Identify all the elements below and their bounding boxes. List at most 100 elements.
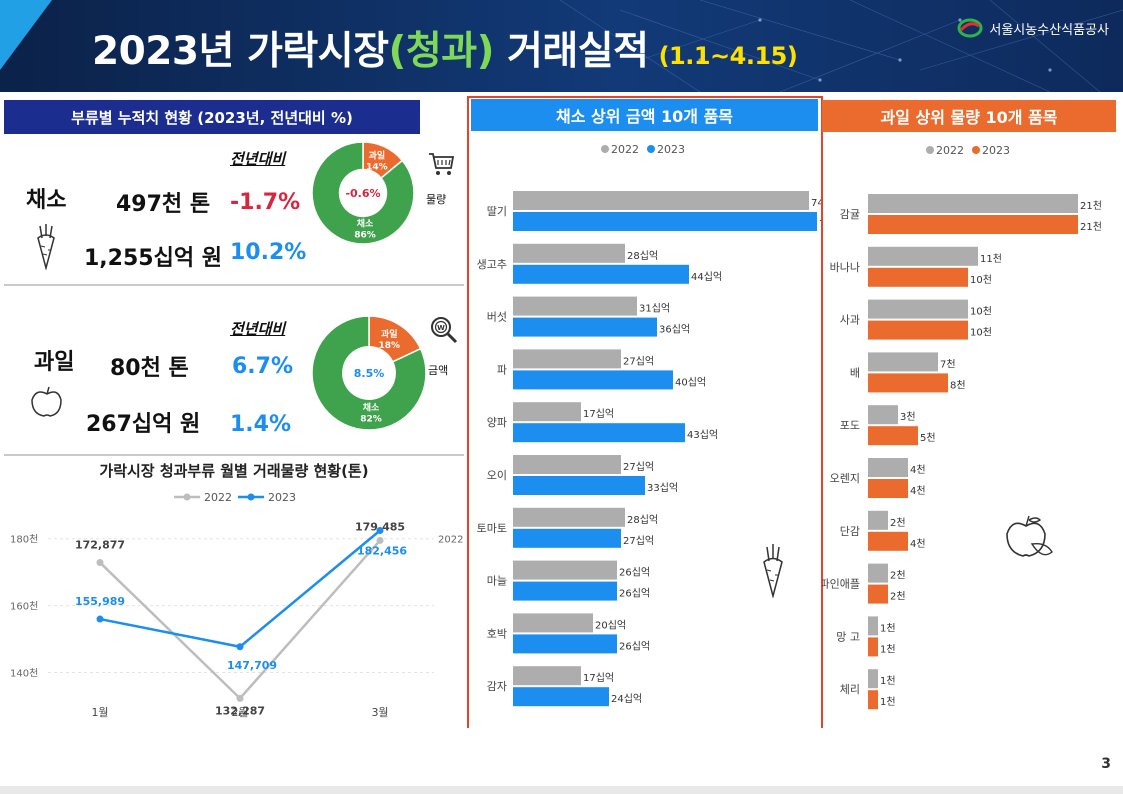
bar-2023 [513,634,617,654]
bar-2022 [513,243,625,263]
bar-value-label-2023: 4천 [910,538,926,550]
category-label: 오렌지 [830,472,860,485]
bar-2022 [868,405,898,425]
bar-value-label-2023: 21천 [1080,221,1102,233]
veg-chart-title: 채소 상위 금액 10개 품목 [471,99,818,131]
footer-bar [0,786,1123,794]
bar-2023 [868,373,948,393]
bar-value-label-2022: 20십억 [595,619,626,631]
data-label-2023: 147,709 [227,659,277,672]
bar-2022 [868,563,888,583]
legend-label-2022: 2022 [204,491,232,504]
line-chart-svg: 2022 2023 140천 160천 180천 2022 1월 2월 3월 172,877 132… [10,491,463,719]
bar-2023 [868,690,878,710]
bar-2022 [868,246,978,266]
money-search-icon: W [431,317,458,344]
volume-label: 물량 [426,193,447,206]
bar-2022 [868,299,968,319]
bar-value-label-2023: 1천 [880,696,896,708]
bar-value-label-2022: 10천 [970,306,992,318]
bar-2023 [513,370,673,390]
bar-value-label-2023: 76십억 [819,218,821,230]
category-label: 오이 [487,469,507,482]
legend-label-2023: 2023 [657,143,685,156]
y-tick-label: 180천 [10,534,38,546]
header-banner: 2023년 가락시장(청과) 거래실적 (1.1~4.15) 서울시농수산식품공사 [0,0,1123,92]
data-label-2023: 182,456 [357,545,407,558]
fruit-volume-pct: 6.7% [232,354,294,379]
amount-donut-fruit-pct: 18% [379,341,401,351]
footer [0,728,1123,794]
fruit-amount: 267십억 원 [86,412,201,437]
svg-text:W: W [437,324,445,332]
data-label-2023: 155,989 [75,595,125,608]
legend-label-2022: 2022 [936,144,964,157]
bar-value-label-2023: 24십억 [611,693,642,705]
bar-value-label-2023: 8천 [950,379,966,391]
category-label: 파 [497,363,507,376]
bar-2023 [868,215,1078,234]
bar-value-label-2023: 44십억 [691,271,722,283]
bar-value-label-2023: 2천 [890,591,906,603]
y-tick-label: 140천 [10,668,38,680]
bar-2022 [513,613,593,633]
fruit-summary: 과일 80천 톤 267십억 원 전년대비 6.7% 1.4% 과일 18% 채소 8… [4,290,464,456]
bar-2023 [868,267,968,287]
line-chart-title: 가락시장 청과부류 월별 거래물량 현황(톤) [99,462,369,480]
volume-donut-center-value: -0.6% [345,187,380,200]
bar-2023 [513,264,689,284]
title-period: (1.1~4.15) [658,42,798,70]
fruit-bar-chart: 2022 2023감귤21천21천바나나11천10천사과10천10천배7천8천포도… [822,144,1102,710]
bar-value-label-2022: 17십억 [583,408,614,420]
bar-2023 [513,317,657,337]
bar-value-label-2022: 28십억 [627,250,658,262]
legend-marker-2023 [972,146,980,154]
page-number: 3 [1101,756,1111,772]
bar-value-label-2023: 26십억 [619,588,650,600]
bar-2023 [513,581,617,601]
category-label: 감귤 [840,208,860,221]
legend-marker-2023 [247,493,255,501]
bar-2022 [513,455,621,474]
bar-value-label-2023: 27십억 [623,535,654,547]
bar-2023 [868,637,878,657]
yoy-label: 전년대비 [230,150,286,168]
amount-donut-veg-slice [311,315,427,431]
legend-marker-2022 [183,493,191,501]
yoy-label-2: 전년대비 [230,320,286,338]
bar-value-label-2022: 17십억 [583,672,614,684]
fruit-amount-pct: 1.4% [230,412,292,437]
series-side-label: 2022 [438,535,463,546]
veg-summary: 채소 497천 톤 1,255십억 원 전년대비 -1.7% 10.2% 과일 1… [4,136,464,286]
fruit-volume: 80천 톤 [110,356,189,381]
corner-accent [0,0,52,70]
data-label-2022: 172,877 [75,539,125,552]
bar-2022 [513,402,581,422]
bar-value-label-2022: 2천 [890,517,906,529]
category-label: 사과 [840,314,860,327]
data-point-2022 [236,694,244,702]
volume-donut-fruit-pct: 14% [366,162,388,172]
legend-marker-2023 [647,145,655,153]
bar-2022 [513,349,621,369]
category-label: 포도 [840,419,860,432]
bar-2023 [868,584,888,604]
cart-icon [429,153,455,175]
data-label-2022: 179,485 [355,520,405,533]
bar-2022 [868,669,878,689]
volume-donut-fruit-label: 과일 [369,149,386,161]
bar-value-label-2022: 27십억 [623,461,654,473]
y-tick-label: 160천 [10,601,38,613]
volume-donut-veg-slice [311,141,415,245]
category-label: 배 [850,366,860,379]
bar-2022 [513,507,625,527]
category-label: 양파 [487,416,507,429]
bar-2023 [868,531,908,551]
x-tick-label: 2월 [231,706,248,719]
data-point-2023 [96,615,104,623]
volume-donut-veg-pct: 86% [354,231,376,241]
org-logo-icon [957,18,983,38]
bar-value-label-2022: 4천 [910,464,926,476]
apple-icon [1006,515,1053,557]
